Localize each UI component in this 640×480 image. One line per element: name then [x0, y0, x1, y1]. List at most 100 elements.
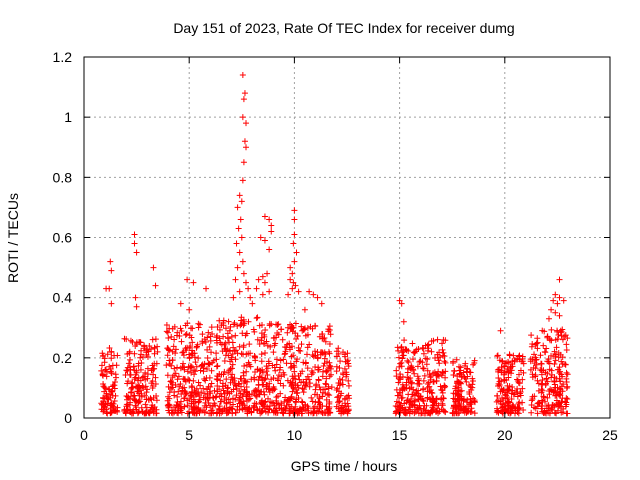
data-point: [205, 361, 212, 368]
data-point: [258, 399, 265, 406]
data-point: [399, 373, 406, 380]
data-point: [165, 346, 172, 353]
data-point: [180, 352, 187, 359]
data-point: [316, 405, 323, 412]
data-point: [535, 380, 542, 387]
data-point: [548, 306, 555, 313]
data-point: [149, 336, 156, 343]
data-point: [221, 358, 228, 365]
data-point: [262, 327, 269, 334]
data-point: [514, 376, 521, 383]
data-point: [505, 386, 512, 393]
data-point: [450, 410, 457, 417]
data-point: [227, 379, 234, 386]
data-point: [291, 258, 298, 265]
data-point: [562, 398, 569, 405]
data-point: [240, 342, 247, 349]
data-point: [293, 249, 300, 256]
data-point: [221, 368, 228, 375]
data-point: [334, 385, 341, 392]
data-point: [493, 398, 500, 405]
data-point: [137, 354, 144, 361]
data-point: [124, 406, 131, 413]
data-point: [174, 364, 181, 371]
data-point: [237, 216, 244, 223]
data-point: [467, 401, 474, 408]
data-point: [529, 340, 536, 347]
data-point: [108, 400, 115, 407]
data-point: [251, 353, 258, 360]
data-point: [395, 347, 402, 354]
data-point: [322, 338, 329, 345]
data-point: [396, 297, 403, 304]
data-point: [434, 336, 441, 343]
data-point: [168, 333, 175, 340]
data-point: [144, 365, 151, 372]
data-point: [222, 345, 229, 352]
data-point: [501, 362, 508, 369]
data-point: [393, 398, 400, 405]
data-point: [207, 333, 214, 340]
data-point: [171, 392, 178, 399]
data-point: [304, 373, 311, 380]
data-point: [556, 368, 563, 375]
data-point: [326, 373, 333, 380]
data-point: [180, 360, 187, 367]
data-point: [195, 389, 202, 396]
data-point: [108, 409, 115, 416]
data-point: [471, 399, 478, 406]
data-point: [223, 400, 230, 407]
data-point: [516, 352, 523, 359]
data-point: [272, 367, 279, 374]
data-point: [564, 371, 571, 378]
data-point: [516, 371, 523, 378]
data-point: [233, 385, 240, 392]
data-point: [237, 375, 244, 382]
data-point: [318, 300, 325, 307]
data-point: [207, 383, 214, 390]
data-point: [186, 306, 193, 313]
data-point: [308, 371, 315, 378]
data-point: [265, 395, 272, 402]
data-point: [174, 393, 181, 400]
data-point: [218, 341, 225, 348]
data-point: [466, 369, 473, 376]
data-point: [289, 379, 296, 386]
data-point: [225, 369, 232, 376]
data-point: [438, 372, 445, 379]
data-point: [188, 334, 195, 341]
data-point: [334, 394, 341, 401]
data-point: [291, 231, 298, 238]
data-point: [251, 328, 258, 335]
data-point: [236, 343, 243, 350]
data-point: [420, 385, 427, 392]
data-point: [229, 350, 236, 357]
data-point: [207, 390, 214, 397]
data-point: [420, 365, 427, 372]
data-point: [188, 364, 195, 371]
data-point: [182, 389, 189, 396]
data-point: [239, 114, 246, 121]
data-point: [528, 409, 535, 416]
data-point: [452, 391, 459, 398]
data-point: [538, 397, 545, 404]
data-point: [184, 320, 191, 327]
data-point: [192, 368, 199, 375]
data-point: [282, 350, 289, 357]
data-point: [240, 322, 247, 329]
data-point: [204, 354, 211, 361]
data-point: [288, 343, 295, 350]
data-point: [214, 362, 221, 369]
data-point: [438, 386, 445, 393]
data-point: [178, 338, 185, 345]
data-point: [223, 348, 230, 355]
data-point: [243, 144, 250, 151]
data-point: [300, 378, 307, 385]
data-point: [405, 359, 412, 366]
data-point: [131, 231, 138, 238]
data-point: [309, 351, 316, 358]
data-point: [149, 402, 156, 409]
data-point: [309, 398, 316, 405]
data-point: [139, 374, 146, 381]
data-point: [306, 341, 313, 348]
